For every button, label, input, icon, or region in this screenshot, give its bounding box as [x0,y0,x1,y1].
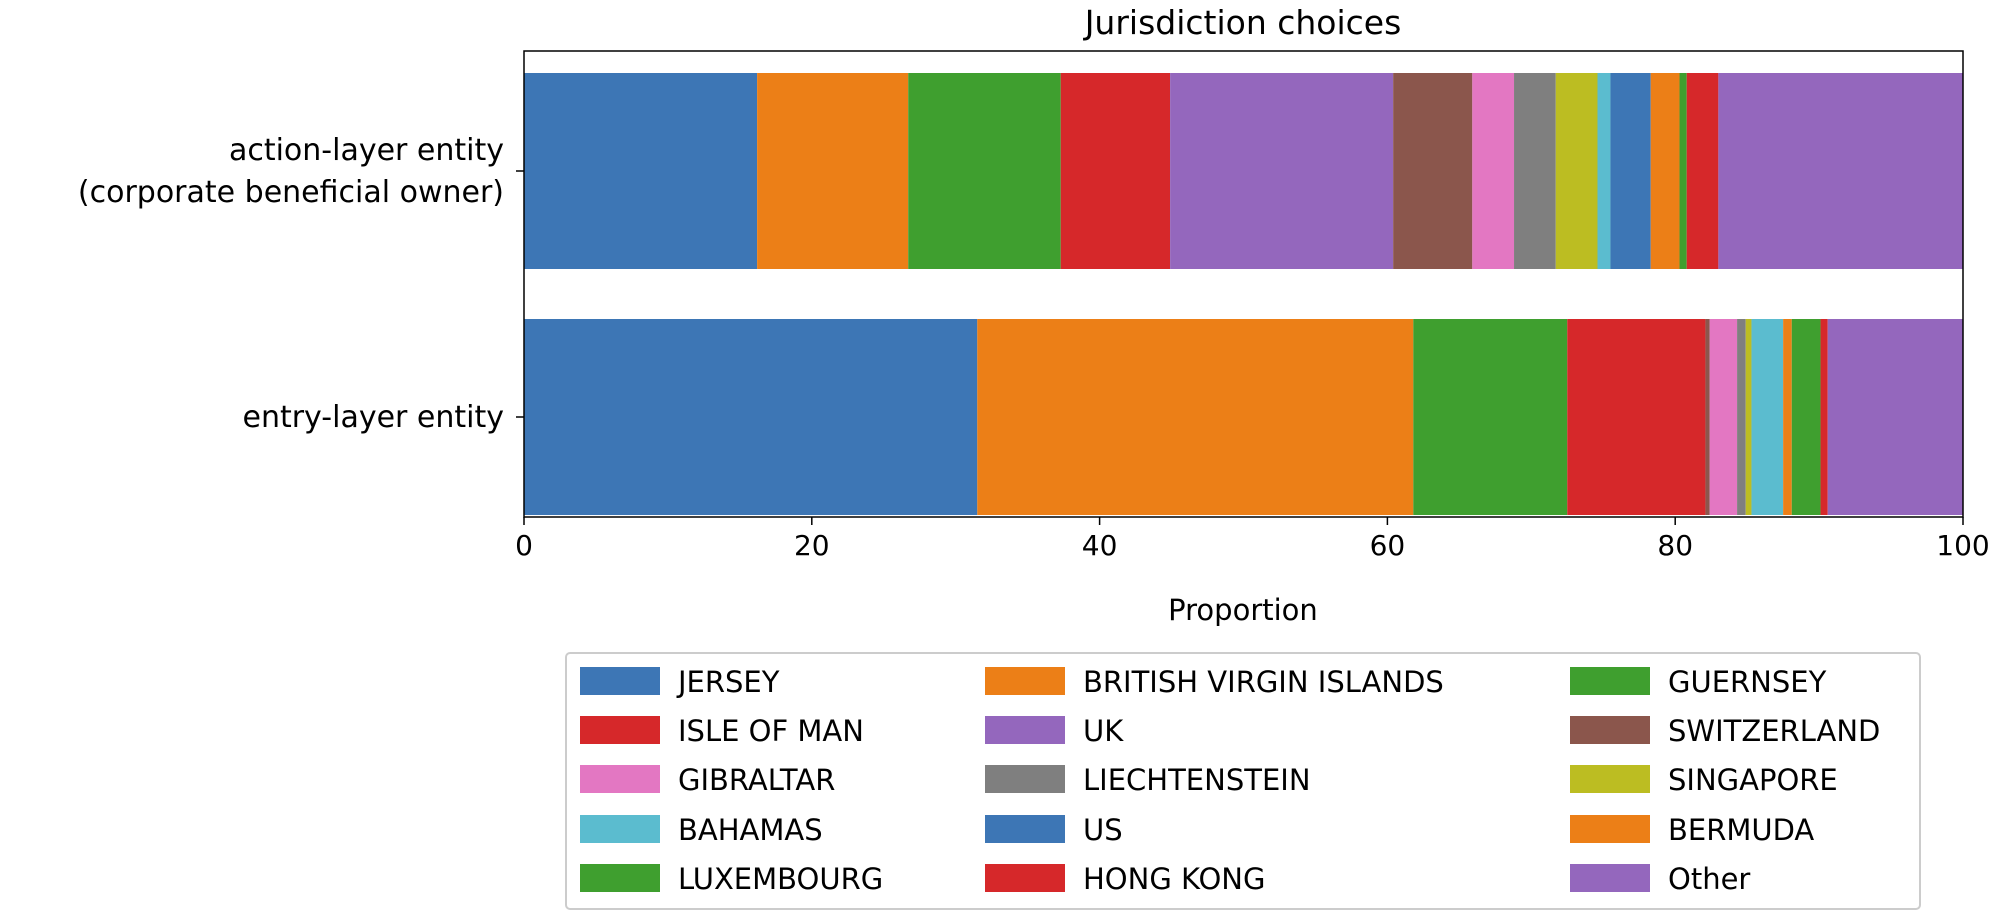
y-tick-label: action-layer entity (corporate beneficial… [78,133,504,210]
legend-swatch [985,864,1065,892]
legend-label: LUXEMBOURG [678,862,883,896]
x-tick-label: 60 [1370,529,1406,562]
x-tick-label: 80 [1657,529,1693,562]
bar-bahamas-entry-layer [1751,319,1784,515]
bar-jersey-action-layer [524,73,758,269]
plot-area [523,50,1964,518]
x-axis: 0 20 40 60 80 100 [515,517,1990,562]
bar-isle-of-man-action-layer [1060,73,1171,269]
legend-label: LIECHTENSTEIN [1083,763,1311,797]
legend-swatch [1570,765,1650,793]
chart-title: Jurisdiction choices [1083,3,1402,42]
bar-guernsey-action-layer [908,73,1061,269]
legend-item-liechtenstein: LIECHTENSTEIN [985,763,1311,797]
legend-label: US [1083,813,1123,847]
legend-swatch [1570,815,1650,843]
legend-swatch [985,765,1065,793]
legend-swatch [580,716,660,744]
legend-item-uk: UK [985,714,1124,748]
legend-item-luxembourg: LUXEMBOURG [580,862,883,896]
legend-swatch [580,864,660,892]
legend-item-bermuda: BERMUDA [1570,813,1814,847]
legend-swatch [1570,864,1650,892]
legend-label: BERMUDA [1668,813,1814,847]
legend-swatch [580,667,660,695]
bar-bahamas-action-layer [1597,73,1611,269]
bar-liechtenstein-entry-layer [1737,319,1746,515]
bar-other-action-layer [1718,73,1963,269]
bar-hong-kong-entry-layer [1820,319,1828,515]
legend-label: SINGAPORE [1668,763,1838,797]
bar-bermuda-action-layer [1650,73,1680,269]
bar-us-action-layer [1610,73,1651,269]
legend-item-isle-of-man: ISLE OF MAN [580,714,864,748]
bar-british-virgin-islands-action-layer [757,73,909,269]
bar-british-virgin-islands-entry-layer [977,319,1414,515]
bar-switzerland-action-layer [1393,73,1473,269]
legend-item-hong-kong: HONG KONG [985,862,1265,896]
legend-label: GUERNSEY [1668,665,1827,699]
legend-item-bahamas: BAHAMAS [580,813,823,847]
legend-item-other: Other [1570,862,1750,896]
legend-label: ISLE OF MAN [678,714,864,748]
bar-other-entry-layer [1827,319,1963,515]
legend-swatch [580,815,660,843]
legend-item-british-virgin-islands: BRITISH VIRGIN ISLANDS [985,665,1444,699]
legend-swatch [985,716,1065,744]
plot-frame [523,50,1964,518]
legend-label: BRITISH VIRGIN ISLANDS [1083,665,1444,699]
legend-swatch [580,765,660,793]
bar-liechtenstein-action-layer [1514,73,1556,269]
bar-switzerland-entry-layer [1705,319,1710,515]
bar-gibraltar-entry-layer [1709,319,1738,515]
bar-luxembourg-entry-layer [1791,319,1821,515]
legend-item-gibraltar: GIBRALTAR [580,763,835,797]
legend-swatch [1570,716,1650,744]
bar-jersey-entry-layer [524,319,978,515]
legend-swatch [985,667,1065,695]
legend-label: UK [1083,714,1124,748]
legend-swatch [1570,667,1650,695]
legend-label: HONG KONG [1083,862,1265,896]
legend-label: BAHAMAS [678,813,823,847]
x-tick-label: 0 [515,529,533,562]
legend-item-us: US [985,813,1123,847]
y-axis: action-layer entity (corporate beneficial… [78,133,524,435]
bar-gibraltar-action-layer [1472,73,1515,269]
y-tick-label: entry-layer entity [242,400,504,435]
bar-isle-of-man-entry-layer [1567,319,1706,515]
legend-label: Other [1668,862,1750,896]
legend-item-singapore: SINGAPORE [1570,763,1838,797]
legend-label: JERSEY [676,665,780,699]
bar-hong-kong-action-layer [1686,73,1719,269]
legend-label: GIBRALTAR [678,763,835,797]
legend-swatch [985,815,1065,843]
x-tick-label: 20 [794,529,830,562]
bar-uk-action-layer [1170,73,1394,269]
bar-bermuda-entry-layer [1783,319,1792,515]
x-tick-label: 100 [1936,529,1989,562]
legend: JERSEY BRITISH VIRGIN ISLANDS GUERNSEY ISLE… [565,652,1921,910]
legend-item-switzerland: SWITZERLAND [1570,714,1880,748]
x-tick-label: 40 [1082,529,1118,562]
bar-singapore-action-layer [1555,73,1598,269]
bar-luxembourg-action-layer [1679,73,1687,269]
bar-guernsey-entry-layer [1413,319,1568,515]
legend-item-guernsey: GUERNSEY [1570,665,1827,699]
legend-label: SWITZERLAND [1668,714,1880,748]
legend-item-jersey: JERSEY [580,665,780,699]
x-axis-label: Proportion [1168,593,1318,627]
bar-singapore-entry-layer [1745,319,1752,515]
